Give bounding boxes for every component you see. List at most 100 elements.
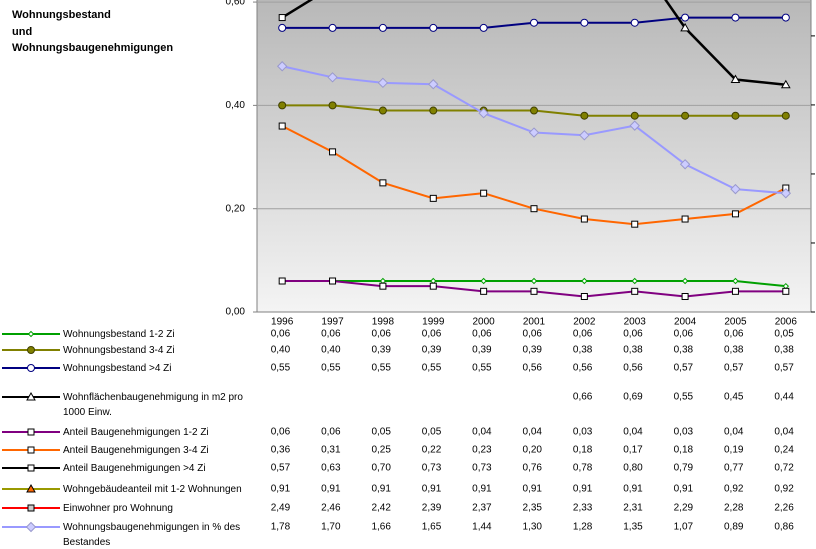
plot-area — [256, 0, 812, 313]
x-tick-label: 2005 — [724, 317, 747, 328]
marker — [530, 277, 538, 285]
marker — [731, 287, 739, 295]
marker — [732, 277, 739, 285]
plot-lines — [276, 0, 792, 301]
table-value: 0,40 — [271, 345, 291, 356]
legend-label: Wohnungsbaugenehmigungen in % des Bestan… — [63, 521, 241, 548]
table-value: 2,31 — [623, 503, 643, 514]
marker — [681, 13, 690, 22]
table-value: 1,78 — [271, 522, 291, 533]
marker — [630, 111, 639, 120]
marker — [681, 215, 689, 223]
x-tick-label: 1999 — [422, 317, 445, 328]
legend-label: Anteil Baugenehmigungen 3-4 Zi — [63, 444, 209, 456]
marker — [530, 205, 538, 213]
table-value: 1,65 — [422, 522, 442, 533]
marker — [278, 122, 286, 130]
table-value: 0,06 — [523, 329, 543, 340]
table-value: 0,25 — [371, 445, 391, 456]
table-value: 2,46 — [321, 503, 341, 514]
marker — [781, 111, 790, 120]
table-value: 2,26 — [774, 503, 794, 514]
marker — [780, 79, 791, 89]
table-value: 1,28 — [573, 522, 593, 533]
table-value: 0,04 — [623, 427, 643, 438]
marker — [429, 282, 437, 290]
marker — [378, 106, 387, 115]
table-value: 0,89 — [724, 522, 744, 533]
table-value: 0,20 — [523, 445, 543, 456]
table-value: 0,06 — [321, 427, 341, 438]
x-tick-label: 1998 — [372, 317, 395, 328]
table-value: 0,38 — [674, 345, 694, 356]
table-value: 0,03 — [674, 427, 694, 438]
table-value: 0,36 — [271, 445, 291, 456]
x-tick-label: 2004 — [674, 317, 697, 328]
legend-marker — [25, 521, 37, 533]
marker — [631, 277, 638, 285]
marker — [581, 277, 588, 285]
marker — [530, 106, 538, 115]
table-value: 0,22 — [422, 445, 442, 456]
table-value: 0,06 — [724, 329, 744, 340]
table-value: 0,91 — [371, 484, 391, 495]
marker — [681, 277, 689, 285]
table-value: 1,66 — [371, 522, 391, 533]
table-value: 0,69 — [623, 392, 643, 403]
x-tick-label: 2000 — [473, 317, 496, 328]
marker — [731, 111, 740, 120]
y-tick-label: 0,40 — [226, 100, 246, 111]
legend-label: Wohnungsbestand >4 Zi — [63, 362, 172, 374]
table-value: 1,30 — [523, 522, 543, 533]
x-tick-label: 2001 — [523, 317, 546, 328]
table-value: 0,04 — [523, 427, 543, 438]
marker — [327, 72, 338, 83]
table-value: 0,91 — [422, 484, 442, 495]
marker — [480, 189, 488, 197]
table-value: 0,56 — [623, 363, 643, 374]
legend-marker — [27, 346, 35, 354]
x-tick-label: 1997 — [321, 317, 344, 328]
table-value: 2,42 — [371, 503, 391, 514]
table-value: 0,56 — [573, 363, 593, 374]
marker — [681, 293, 689, 301]
table-value: 0,44 — [774, 392, 794, 403]
table-value: 0,38 — [573, 345, 593, 356]
table-value: 0,55 — [371, 363, 391, 374]
marker — [379, 179, 387, 187]
marker — [530, 18, 538, 27]
legend-marker — [26, 391, 36, 401]
table-value: 0,06 — [271, 329, 291, 340]
marker — [680, 22, 690, 32]
table-value: 0,05 — [371, 427, 391, 438]
table-value: 0,04 — [472, 427, 492, 438]
x-tick-label: 2003 — [624, 317, 647, 328]
table-value: 2,29 — [674, 503, 694, 514]
table-value: 0,06 — [623, 329, 643, 340]
x-tick-label: 1996 — [271, 317, 294, 328]
marker — [781, 13, 790, 22]
marker — [780, 188, 792, 199]
table-value: 0,56 — [523, 363, 543, 374]
marker — [530, 287, 538, 295]
legend-label: Wohngebäudeanteil mit 1-2 Wohnungen — [63, 483, 242, 495]
marker — [730, 74, 741, 84]
table-value: 2,35 — [523, 503, 543, 514]
table-value: 0,38 — [774, 345, 794, 356]
table-value: 0,18 — [573, 445, 593, 456]
table-value: 0,86 — [774, 522, 794, 533]
marker — [730, 183, 741, 195]
table-value: 0,39 — [371, 345, 391, 356]
table-value: 2,37 — [472, 503, 492, 514]
marker — [329, 277, 337, 285]
marker — [681, 111, 690, 120]
marker — [329, 148, 337, 156]
table-value: 0,66 — [573, 392, 593, 403]
table-value: 0,39 — [422, 345, 442, 356]
legend-label: Wohnungsbestand 3-4 Zi — [63, 344, 175, 356]
legend-marker — [27, 364, 35, 372]
table-value: 0,79 — [674, 463, 694, 474]
table-value: 0,04 — [774, 427, 794, 438]
marker — [579, 130, 590, 141]
